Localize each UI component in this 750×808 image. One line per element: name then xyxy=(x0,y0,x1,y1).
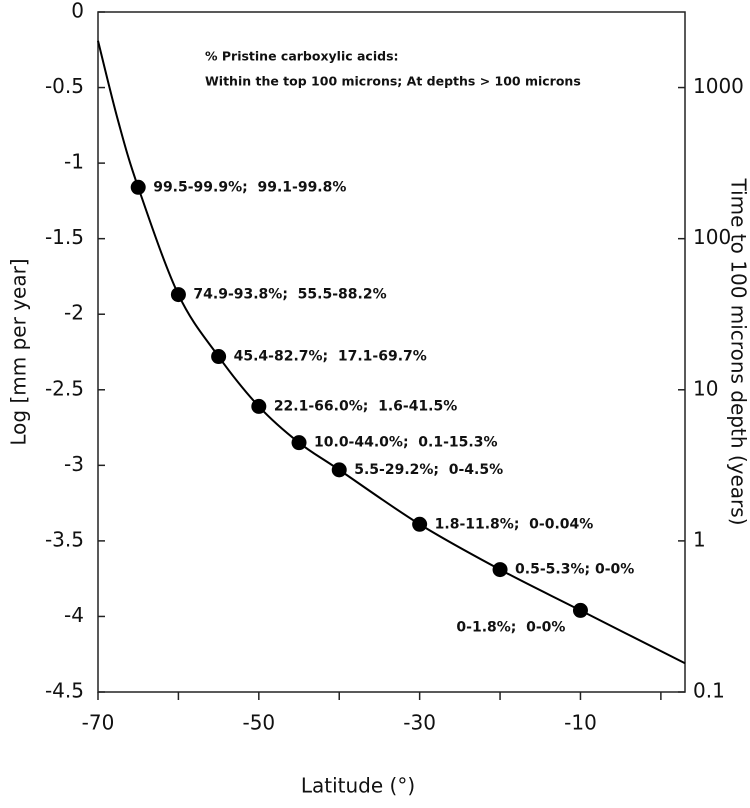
data-point xyxy=(131,180,146,195)
y-tick-label: -2.5 xyxy=(45,376,84,400)
y2-tick-label: 1 xyxy=(693,527,706,551)
y-axis-label: Log [mm per year] xyxy=(7,258,31,445)
data-point xyxy=(332,462,347,477)
y-tick-label: -4 xyxy=(64,603,84,627)
x-axis-label: Latitude (°) xyxy=(301,774,415,798)
data-point xyxy=(573,603,588,618)
point-label: 99.5-99.9%; 99.1-99.8% xyxy=(153,179,346,195)
point-label: 10.0-44.0%; 0.1-15.3% xyxy=(314,435,497,451)
data-point xyxy=(251,399,266,414)
y-tick-label: 0 xyxy=(71,0,84,23)
data-point xyxy=(412,517,427,532)
point-label: 5.5-29.2%; 0-4.5% xyxy=(354,462,503,478)
x-tick-label: -50 xyxy=(242,711,275,735)
data-point xyxy=(211,349,226,364)
data-point xyxy=(493,562,508,577)
point-label: 22.1-66.0%; 1.6-41.5% xyxy=(274,398,457,414)
annotation: % Pristine carboxylic acids: xyxy=(205,49,399,64)
y-tick-label: -4.5 xyxy=(45,679,84,703)
point-label: 74.9-93.8%; 55.5-88.2% xyxy=(193,287,386,303)
y-tick-label: -2 xyxy=(64,301,84,325)
y2-tick-label: 100 xyxy=(693,225,731,249)
data-point xyxy=(292,435,307,450)
y-tick-label: -1.5 xyxy=(45,225,84,249)
x-tick-label: -70 xyxy=(82,711,115,735)
data-point xyxy=(171,287,186,302)
y-tick-label: -3 xyxy=(64,452,84,476)
point-label: 0-1.8%; 0-0% xyxy=(456,619,565,635)
y2-tick-label: 1000 xyxy=(693,74,744,98)
annotation: Within the top 100 microns; At depths > … xyxy=(205,74,581,89)
y2-tick-label: 10 xyxy=(693,376,718,400)
x-tick-label: -10 xyxy=(564,711,597,735)
y-tick-label: -3.5 xyxy=(45,527,84,551)
point-label: 0.5-5.3%; 0-0% xyxy=(515,562,634,578)
point-label: 1.8-11.8%; 0-0.04% xyxy=(435,516,594,532)
point-label: 45.4-82.7%; 17.1-69.7% xyxy=(234,349,427,365)
y-tick-label: -1 xyxy=(64,150,84,174)
x-tick-label: -30 xyxy=(403,711,436,735)
y2-tick-label: 0.1 xyxy=(693,679,725,703)
y-tick-label: -0.5 xyxy=(45,74,84,98)
